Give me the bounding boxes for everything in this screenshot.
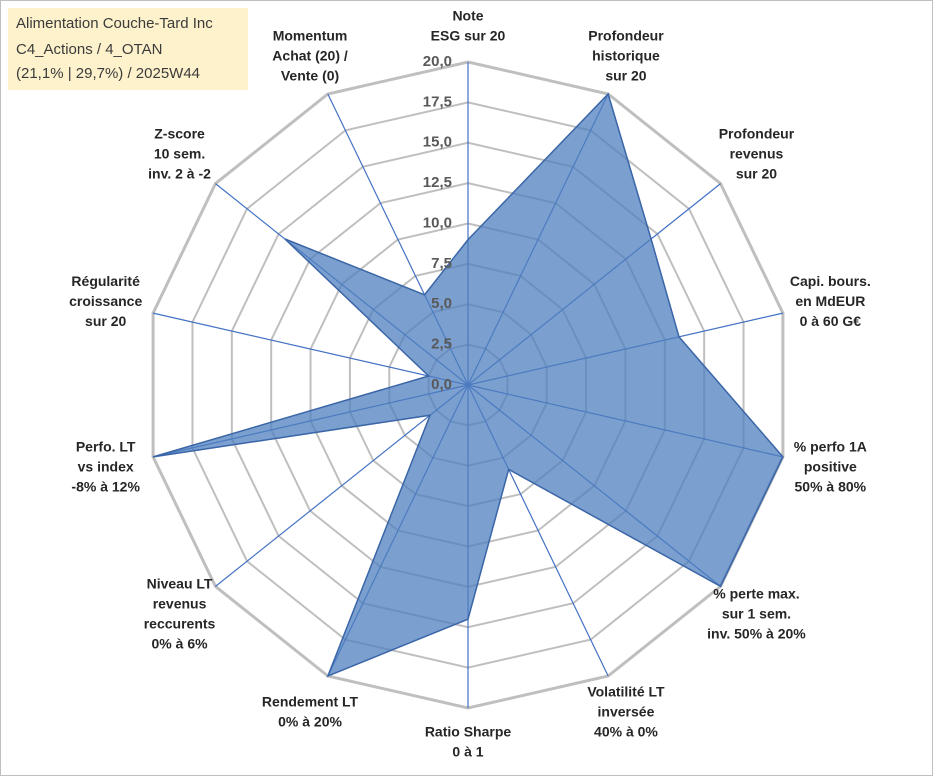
axis-label: % perte max. (713, 586, 799, 602)
axis-label: Rendement LT (262, 694, 359, 710)
axis-label: Volatilité LT (587, 684, 665, 700)
tick-label: 5,0 (431, 295, 452, 312)
axis-label: -8% à 12% (71, 478, 140, 494)
axis-label: 0% à 20% (278, 714, 342, 730)
chart-subtitle: C4_Actions / 4_OTAN (16, 41, 162, 58)
tick-label: 15,0 (423, 134, 452, 151)
axis-label: inv. 2 à -2 (148, 166, 211, 182)
axis-label: Niveau LT (147, 576, 213, 592)
axis-label: Régularité (71, 273, 140, 289)
axis-label: 0% à 6% (152, 636, 209, 652)
labels: 0,0 2,5 5,0 7,5 10,0 12,5 15,0 17,5 20,0 Note ESG … (69, 8, 871, 760)
axis-label: Profondeur (588, 28, 664, 44)
chart-title: Alimentation Couche-Tard Inc (16, 15, 213, 32)
axis-label: 10 sem. (154, 146, 205, 162)
axis-label: Capi. bours. (790, 273, 871, 289)
axis-label: % perfo 1A (794, 438, 867, 454)
axis-label: sur 20 (736, 166, 777, 182)
axis-label: Profondeur (719, 126, 795, 142)
tick-label: 2,5 (431, 336, 452, 353)
axis-label: Perfo. LT (76, 438, 136, 454)
chart-subtitle: (21,1% | 29,7%) / 2025W44 (16, 65, 200, 82)
axis-label: 50% à 80% (795, 478, 867, 494)
spoke (152, 312, 469, 386)
title-box (8, 8, 248, 90)
marks (152, 92, 784, 678)
axis-label: inv. 50% à 20% (707, 626, 806, 642)
axis-label: croissance (69, 293, 142, 309)
axis-label: 40% à 0% (594, 724, 658, 740)
axis-label: sur 20 (605, 68, 646, 84)
axis-label: Z-score (154, 126, 205, 142)
axis-label: en MdEUR (795, 293, 865, 309)
axis-label: reccurents (144, 616, 216, 632)
tick-label: 10,0 (423, 214, 452, 231)
axis-label: revenus (153, 596, 207, 612)
tick-label: 7,5 (431, 255, 452, 272)
radar-area (152, 92, 784, 678)
spoke (215, 384, 469, 587)
axis-label: historique (592, 48, 660, 64)
axis-label: Vente (0) (281, 68, 339, 84)
axis-label: inversée (598, 704, 655, 720)
axis-label: revenus (730, 146, 784, 162)
axis-label: vs index (78, 458, 134, 474)
tick-label: 20,0 (423, 53, 452, 70)
axis-label: ESG sur 20 (431, 28, 506, 44)
axis-label: Note (452, 8, 483, 24)
axis-label: positive (804, 458, 857, 474)
tick-label: 17,5 (423, 93, 452, 110)
axis-label: Momentum (273, 28, 348, 44)
axis-label: sur 20 (85, 313, 126, 329)
axis-label: 0 à 1 (452, 744, 483, 760)
tick-label: 12,5 (423, 174, 452, 191)
tick-label: 0,0 (431, 376, 452, 393)
axis-label: Ratio Sharpe (425, 724, 512, 740)
axis-label: Achat (20) / (272, 48, 348, 64)
axis-label: 0 à 60 G€ (800, 313, 862, 329)
axis-label: sur 1 sem. (722, 606, 791, 622)
